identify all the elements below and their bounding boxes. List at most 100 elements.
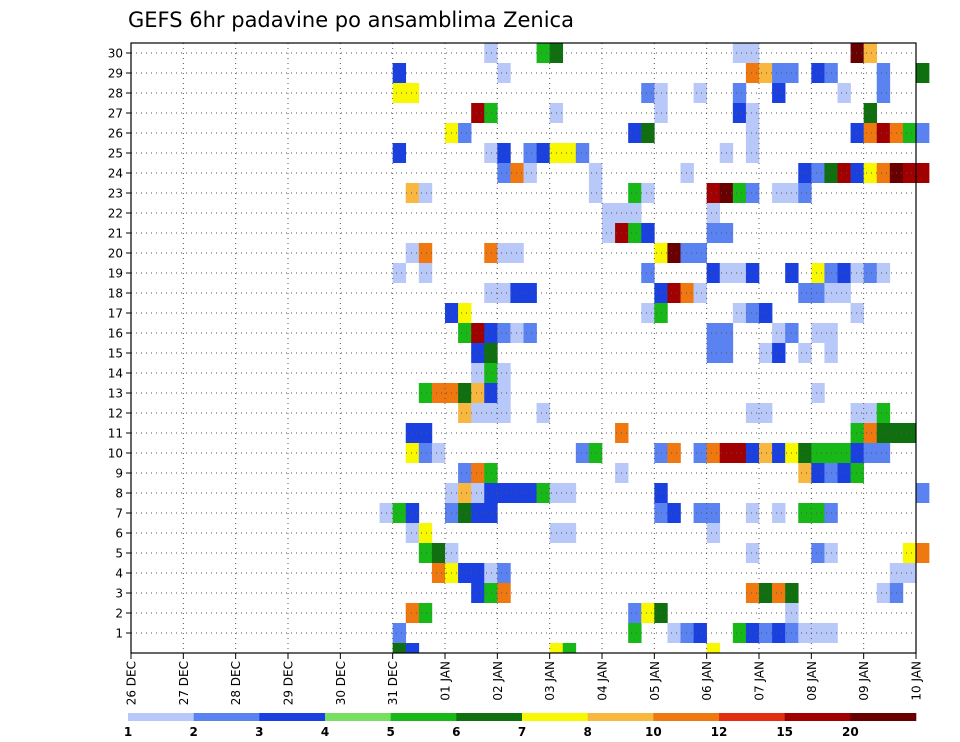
- cell-member-16-2024-01-02T12:00: [523, 323, 537, 343]
- cell-member-23-2024-01-06T18:00: [745, 183, 760, 203]
- legend-level-label: 8: [583, 725, 591, 739]
- cell-member-8-2024-01-03T06:00: [562, 483, 577, 503]
- cell-member-12-2024-01-02T00:00: [497, 403, 511, 423]
- cell-member-26-2024-01-01T06:00: [458, 123, 472, 143]
- cell-member-7-2024-01-08T00:00: [811, 503, 825, 523]
- cell-member-27-2024-01-09T00:00: [863, 103, 878, 123]
- cell-member-28-2023-12-31T06:00: [405, 83, 420, 103]
- y-tick-label: 29: [108, 67, 123, 81]
- cell-member-24-2024-01-02T00:00: [497, 163, 511, 183]
- legend-level-label: 1: [124, 725, 132, 739]
- cell-member-13-2024-01-01T06:00: [458, 383, 472, 403]
- cell-member-24-2024-01-09T18:00: [902, 163, 917, 183]
- y-tick-label: 1: [115, 627, 123, 641]
- cell-member-24-2024-01-05T12:00: [680, 163, 694, 183]
- cell-member-24-2024-01-03T18:00: [588, 163, 603, 183]
- cell-member-6-2023-12-31T06:00: [405, 523, 420, 543]
- cell-member-15-2024-01-07T06:00: [772, 343, 786, 363]
- cell-member-8-2024-01-02T00:00: [497, 483, 511, 503]
- cell-member-11-2023-12-31T12:00: [418, 423, 433, 443]
- cell-member-27-2024-01-06T18:00: [745, 103, 760, 123]
- cell-member-19-2024-01-04T18:00: [641, 263, 655, 283]
- cell-member-0-2024-01-03T06:00: [562, 643, 577, 653]
- cell-member-16-2024-01-07T06:00: [772, 323, 786, 343]
- cell-member-11-2023-12-31T06:00: [405, 423, 420, 443]
- cell-member-26-2024-01-06T18:00: [745, 123, 760, 143]
- cell-member-8-2024-01-10T00:00: [916, 483, 930, 503]
- cell-member-10-2024-01-06T00:00: [706, 443, 721, 463]
- cell-member-3-2024-01-01T12:00: [471, 583, 485, 603]
- cell-member-9-2024-01-01T06:00: [458, 463, 472, 483]
- cell-member-10-2023-12-31T18:00: [431, 443, 446, 463]
- cell-member-13-2023-12-31T18:00: [431, 383, 446, 403]
- cell-member-12-2024-01-01T18:00: [484, 403, 498, 423]
- cell-member-26-2024-01-09T18:00: [902, 123, 917, 143]
- legend-swatch: [456, 713, 523, 721]
- cell-member-4-2024-01-09T18:00: [902, 563, 917, 583]
- y-tick-label: 23: [108, 187, 123, 201]
- cell-member-10-2024-01-06T12:00: [732, 443, 747, 463]
- cell-member-16-2024-01-02T00:00: [497, 323, 511, 343]
- cell-member-10-2024-01-03T18:00: [588, 443, 603, 463]
- cell-member-8-2024-01-02T12:00: [523, 483, 537, 503]
- cell-member-28-2023-12-31T00:00: [392, 83, 407, 103]
- cell-member-12-2024-01-01T06:00: [458, 403, 472, 423]
- cell-member-10-2024-01-07T06:00: [772, 443, 786, 463]
- x-axis-date-ticks: 26 DEC 27 DEC 28 DEC 29 DEC 30 DEC 31 DEC 01 J…: [125, 653, 924, 705]
- cell-member-25-2024-01-06T18:00: [745, 143, 760, 163]
- cell-member-6-2024-01-03T06:00: [562, 523, 577, 543]
- cell-member-13-2024-01-01T18:00: [484, 383, 498, 403]
- cell-member-12-2024-01-06T18:00: [745, 403, 760, 423]
- cell-member-24-2024-01-08T18:00: [850, 163, 864, 183]
- cell-member-9-2024-01-01T18:00: [484, 463, 498, 483]
- cell-member-30-2024-01-06T12:00: [732, 43, 747, 63]
- cell-member-20-2024-01-01T18:00: [484, 243, 498, 263]
- cell-member-11-2024-01-08T18:00: [850, 423, 864, 443]
- cell-member-12-2024-01-02T18:00: [536, 403, 550, 423]
- y-axis-member-ticks: 1234567891011121314151617181920212223242…: [108, 47, 131, 641]
- y-tick-label: 2: [115, 607, 123, 621]
- cell-member-4-2024-01-02T00:00: [497, 563, 511, 583]
- cell-member-28-2024-01-09T06:00: [876, 83, 891, 103]
- cell-member-30-2024-01-09T00:00: [863, 43, 878, 63]
- cell-member-27-2024-01-06T12:00: [732, 103, 747, 123]
- cell-member-1-2023-12-31T00:00: [392, 623, 407, 643]
- cell-member-20-2024-01-05T12:00: [680, 243, 694, 263]
- cell-member-7-2024-01-05T18:00: [693, 503, 707, 523]
- color-legend: 1 2 3 4 5 6 7 8 10 12 15 20: [124, 713, 917, 739]
- cell-member-10-2024-01-05T06:00: [667, 443, 681, 463]
- y-tick-label: 10: [108, 447, 123, 461]
- cell-member-10-2024-01-05T18:00: [693, 443, 707, 463]
- cell-member-13-2024-01-01T12:00: [471, 383, 485, 403]
- cell-member-6-2024-01-06T00:00: [706, 523, 721, 543]
- cell-member-28-2024-01-07T06:00: [772, 83, 786, 103]
- legend-swatch: [193, 713, 260, 721]
- y-tick-label: 20: [108, 247, 123, 261]
- cell-member-8-2024-01-01T18:00: [484, 483, 498, 503]
- cell-member-29-2024-01-06T18:00: [745, 63, 760, 83]
- legend-level-label: 6: [452, 725, 460, 739]
- cell-member-24-2024-01-09T00:00: [863, 163, 878, 183]
- y-tick-label: 6: [115, 527, 123, 541]
- cell-member-23-2024-01-06T12:00: [732, 183, 747, 203]
- cell-member-19-2024-01-09T06:00: [876, 263, 891, 283]
- cell-member-18-2024-01-08T00:00: [811, 283, 825, 303]
- cell-member-10-2024-01-08T00:00: [811, 443, 825, 463]
- plot-frame: [130, 42, 917, 654]
- cell-member-14-2024-01-02T00:00: [497, 363, 511, 383]
- cell-member-26-2024-01-04T12:00: [628, 123, 642, 143]
- cell-member-16-2024-01-01T18:00: [484, 323, 498, 343]
- cell-member-10-2023-12-31T12:00: [418, 443, 433, 463]
- cell-member-7-2024-01-01T12:00: [471, 503, 485, 523]
- cell-member-21-2024-01-04T12:00: [628, 223, 642, 243]
- cell-member-15-2024-01-06T00:00: [706, 343, 721, 363]
- y-tick-label: 26: [108, 127, 123, 141]
- cell-member-0-2023-12-31T00:00: [392, 643, 407, 653]
- cell-member-7-2024-01-07T18:00: [798, 503, 812, 523]
- cell-member-21-2024-01-04T00:00: [602, 223, 616, 243]
- cell-member-5-2024-01-10T00:00: [916, 543, 930, 563]
- cell-member-3-2024-01-02T00:00: [497, 583, 511, 603]
- cell-member-24-2024-01-08T12:00: [837, 163, 851, 183]
- cell-member-10-2024-01-08T12:00: [837, 443, 851, 463]
